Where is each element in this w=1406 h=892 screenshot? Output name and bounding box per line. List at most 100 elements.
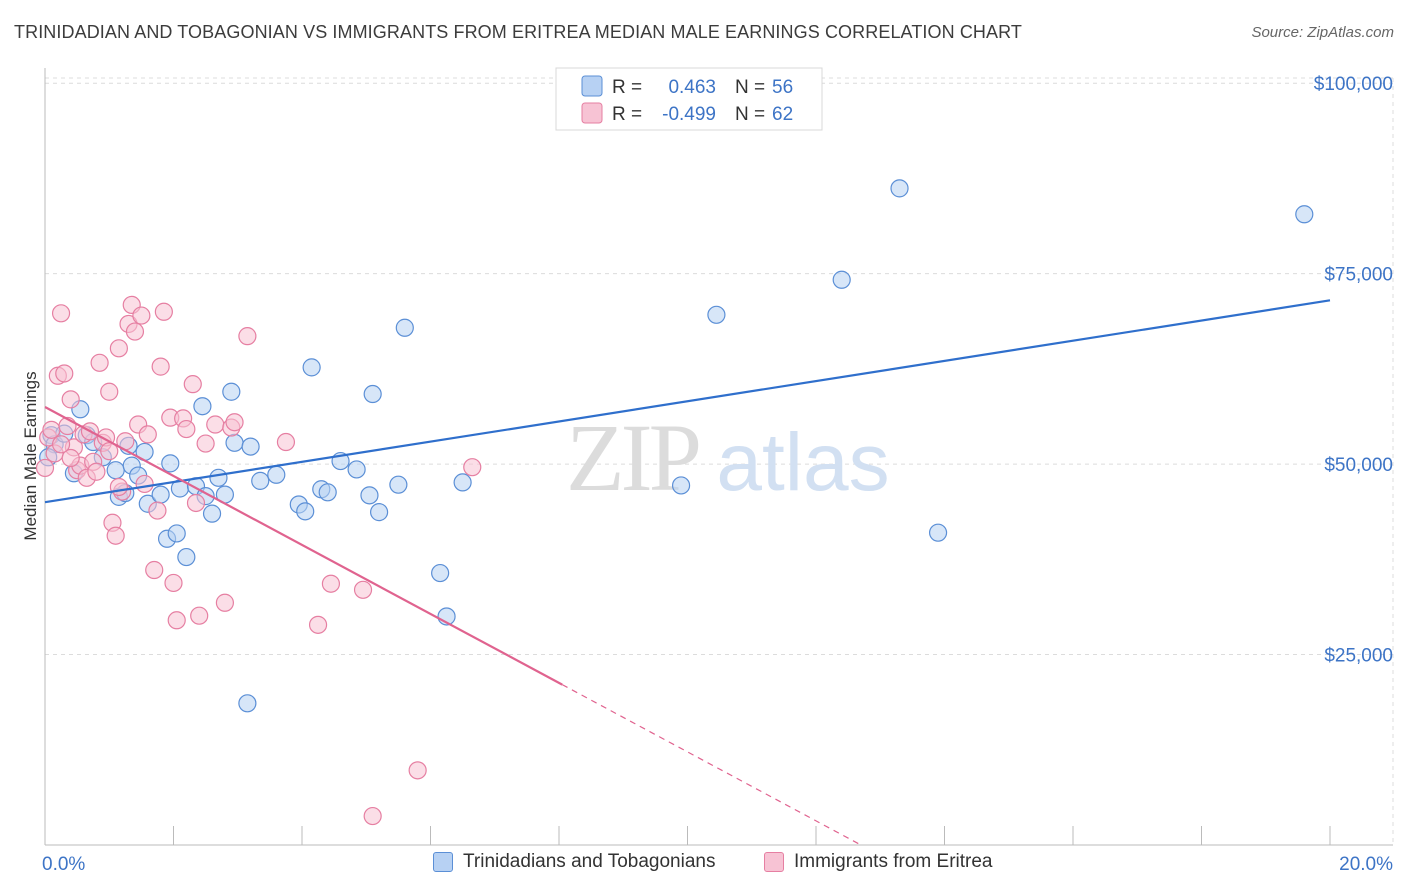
- point-trinidadians-32: [267, 465, 286, 484]
- point-trinidadians-18: [161, 454, 180, 473]
- point-eritrea-41: [183, 375, 202, 394]
- point-eritrea-48: [225, 413, 244, 432]
- point-eritrea-50: [276, 432, 296, 452]
- legend-swatch-eritrea: [764, 852, 784, 872]
- point-trinidadians-42: [370, 503, 389, 522]
- point-trinidadians-47: [453, 473, 472, 492]
- point-eritrea-38: [167, 611, 186, 630]
- watermark-zip: ZIP: [566, 404, 699, 511]
- point-eritrea-35: [154, 302, 173, 321]
- point-eritrea-60: [109, 477, 128, 497]
- y-tick-labels: $25,000 $50,000 $75,000 $100,000: [1314, 74, 1393, 666]
- point-eritrea-55: [408, 761, 427, 780]
- x-tick-label-0: 0.0%: [42, 854, 85, 875]
- point-trinidadians-29: [225, 433, 244, 452]
- stats-r-label-pink: R =: [612, 104, 642, 125]
- series-legend: Trinidadians and Tobagonians Immigrants …: [0, 851, 1406, 877]
- x-tick-labels: 0.0% 20.0%: [42, 854, 1393, 875]
- stats-n-value-blue: 56: [772, 77, 793, 98]
- point-eritrea-54: [363, 806, 382, 826]
- point-trinidadians-52: [890, 179, 909, 198]
- point-eritrea-32: [145, 560, 164, 580]
- point-trinidadians-16: [151, 485, 170, 504]
- point-eritrea-52: [321, 574, 341, 593]
- point-trinidadians-21: [177, 547, 196, 567]
- point-eritrea-34: [151, 357, 170, 376]
- source-label: Source: ZipAtlas.com: [1251, 24, 1394, 41]
- legend-label-trinidadians: Trinidadians and Tobagonians: [463, 851, 716, 872]
- point-trinidadians-19: [167, 524, 186, 543]
- point-eritrea-8: [61, 390, 80, 409]
- point-eritrea-43: [190, 606, 209, 625]
- point-trinidadians-48: [238, 694, 257, 713]
- point-trinidadians-40: [360, 486, 379, 505]
- legend-item-eritrea: Immigrants from Eritrea: [764, 851, 992, 873]
- point-eritrea-49: [238, 327, 257, 346]
- stats-legend: R = 0.463 N = 56 R = -0.499 N = 62: [555, 67, 823, 131]
- point-trinidadians-34: [296, 502, 315, 521]
- point-eritrea-44: [196, 434, 215, 453]
- series-eritrea-points: [35, 295, 482, 826]
- point-eritrea-42: [186, 493, 206, 513]
- point-eritrea-33: [148, 501, 167, 520]
- stats-legend-swatch-blue: [581, 75, 603, 97]
- stats-n-value-pink: 62: [772, 104, 793, 125]
- point-eritrea-19: [100, 382, 119, 401]
- point-trinidadians-50: [707, 305, 726, 324]
- point-trinidadians-51: [832, 270, 851, 289]
- legend-swatch-trinidadians: [433, 852, 453, 872]
- point-eritrea-45: [206, 415, 225, 434]
- point-trinidadians-35: [302, 358, 321, 377]
- point-eritrea-59: [61, 448, 80, 468]
- stats-r-value-pink: -0.499: [662, 104, 716, 125]
- point-trinidadians-41: [363, 384, 382, 404]
- y-tick-label-2: $75,000: [1324, 265, 1393, 286]
- point-eritrea-15: [87, 462, 106, 481]
- point-eritrea-27: [125, 322, 145, 341]
- point-eritrea-21: [106, 526, 125, 545]
- point-trinidadians-39: [347, 460, 366, 479]
- point-eritrea-0: [35, 458, 55, 478]
- point-eritrea-16: [90, 353, 109, 372]
- point-trinidadians-45: [431, 563, 450, 583]
- point-trinidadians-44: [395, 318, 414, 337]
- trend-lines: [44, 299, 1331, 846]
- chart-title: TRINIDADIAN AND TOBAGONIAN VS IMMIGRANTS…: [14, 22, 1022, 42]
- y-tick-label-0: $25,000: [1324, 646, 1393, 667]
- stats-r-value-blue: 0.463: [668, 77, 716, 98]
- point-trinidadians-23: [193, 397, 212, 416]
- point-trinidadians-28: [222, 382, 241, 401]
- point-eritrea-30: [135, 474, 154, 494]
- point-eritrea-61: [51, 435, 71, 454]
- trend-line-trinidadians: [44, 299, 1331, 504]
- point-eritrea-56: [463, 458, 482, 477]
- y-axis-label: Median Male Earnings: [21, 371, 40, 540]
- y-tick-label-1: $50,000: [1324, 455, 1393, 476]
- stats-r-label-blue: R =: [612, 77, 642, 98]
- legend-label-eritrea: Immigrants from Eritrea: [794, 851, 993, 872]
- point-eritrea-2: [42, 420, 61, 439]
- stats-legend-swatch-pink: [581, 102, 603, 124]
- watermark-atlas: atlas: [716, 417, 889, 508]
- trend-line-eritrea-extension: [561, 684, 862, 846]
- stats-n-label-pink: N =: [735, 104, 765, 125]
- point-eritrea-46: [215, 593, 234, 612]
- point-trinidadians-37: [318, 483, 337, 502]
- x-tick-label-1: 20.0%: [1339, 854, 1393, 875]
- point-eritrea-53: [353, 580, 373, 599]
- point-eritrea-51: [308, 615, 328, 634]
- stats-n-label-blue: N =: [735, 77, 765, 98]
- point-eritrea-6: [55, 364, 74, 383]
- point-trinidadians-54: [1295, 205, 1314, 224]
- point-trinidadians-25: [202, 504, 222, 523]
- point-trinidadians-26: [209, 468, 228, 487]
- point-eritrea-5: [51, 304, 71, 323]
- point-eritrea-31: [138, 425, 157, 444]
- point-trinidadians-8: [106, 461, 125, 480]
- point-eritrea-22: [109, 339, 128, 358]
- point-trinidadians-53: [928, 523, 948, 542]
- point-trinidadians-30: [241, 437, 260, 456]
- point-eritrea-40: [177, 419, 196, 439]
- point-trinidadians-43: [389, 475, 408, 494]
- point-trinidadians-31: [251, 471, 270, 490]
